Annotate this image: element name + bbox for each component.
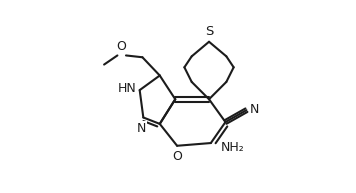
Text: N: N: [137, 122, 146, 135]
Text: N: N: [250, 103, 259, 116]
Text: HN: HN: [117, 82, 136, 95]
Text: S: S: [205, 25, 213, 38]
Text: O: O: [116, 40, 126, 53]
Text: NH₂: NH₂: [221, 141, 245, 154]
Text: O: O: [172, 150, 182, 163]
